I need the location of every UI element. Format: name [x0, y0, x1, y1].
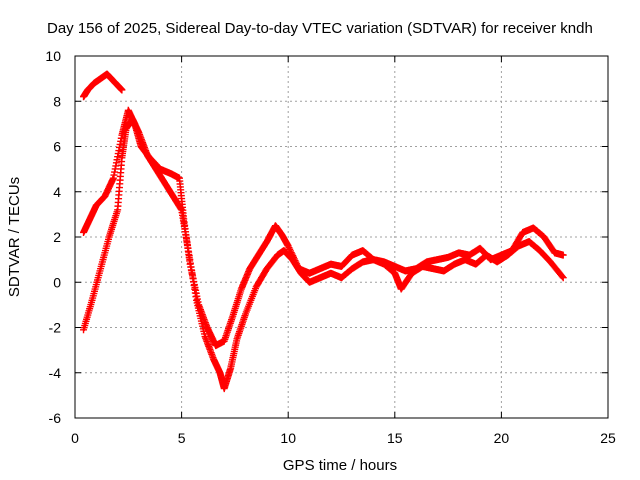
y-tick-label: 0: [53, 274, 61, 290]
data-point: [558, 273, 566, 281]
data-point: [285, 244, 293, 252]
data-point: [559, 251, 567, 259]
data-point: [286, 247, 294, 255]
x-tick-label: 0: [71, 430, 79, 446]
y-tick-label: 10: [45, 48, 61, 64]
x-tick-label: 10: [280, 430, 296, 446]
y-tick-label: 8: [53, 93, 61, 109]
x-tick-label: 20: [494, 430, 510, 446]
tick-labels: 0 5 10 15 20 25 -6 -4 -2 0 2 4 6 8 10: [45, 48, 616, 446]
series-trace-3: [80, 115, 567, 393]
data-marks: [80, 70, 567, 393]
y-tick-label: -4: [49, 365, 62, 381]
data-point: [118, 86, 126, 94]
series-trace-2: [80, 106, 567, 350]
data-point: [559, 274, 567, 282]
y-tick-label: -2: [49, 320, 62, 336]
chart-title: Day 156 of 2025, Sidereal Day-to-day VTE…: [47, 20, 593, 37]
x-tick-label: 15: [387, 430, 403, 446]
y-tick-label: -6: [49, 410, 62, 426]
axis-ticks: [74, 55, 609, 419]
y-tick-label: 6: [53, 139, 61, 155]
y-tick-label: 4: [53, 184, 61, 200]
grid-layer: [75, 56, 608, 418]
series-trace-1: [80, 70, 126, 101]
data-point: [286, 245, 294, 253]
x-tick-label: 5: [178, 430, 186, 446]
data-point: [284, 242, 292, 250]
y-axis-title: SDTVAR / TECUs: [6, 177, 23, 297]
x-axis-title: GPS time / hours: [283, 457, 397, 474]
y-tick-label: 2: [53, 229, 61, 245]
x-tick-label: 25: [600, 430, 616, 446]
